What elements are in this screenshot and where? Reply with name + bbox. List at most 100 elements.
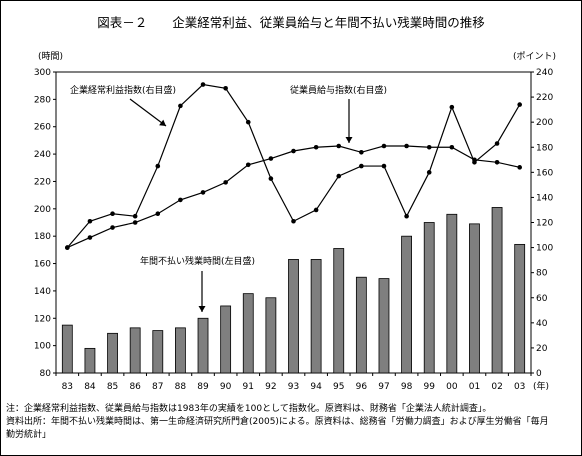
overtime-bar [84, 347, 96, 374]
chart-title: 図表－２ 企業経常利益、従業員給与と年間不払い残業時間の推移 [97, 15, 485, 30]
overtime-bar [423, 222, 435, 374]
x-tick-label: 93 [288, 382, 299, 392]
wage-index-point [517, 165, 522, 170]
left-tick-label: 120 [34, 314, 51, 324]
wage-index-point [336, 143, 342, 149]
overtime-arrow-head [198, 306, 206, 312]
wage-index-point [200, 190, 206, 195]
profit-index-point [336, 173, 342, 179]
wage-index-point [155, 211, 161, 217]
wage-index-point [426, 144, 432, 150]
overtime-bar [129, 327, 141, 374]
right-tick-label: 140 [536, 193, 553, 203]
wage-index-point [65, 245, 70, 250]
wage-index-arrow-head [345, 137, 353, 143]
left-tick-label: 140 [34, 287, 51, 297]
profit-index-point [449, 104, 455, 110]
overtime-bar [61, 324, 73, 374]
left-tick-label: 80 [40, 369, 52, 379]
left-tick-label: 300 [34, 68, 51, 78]
right-tick-label: 0 [536, 369, 542, 379]
left-tick-label: 180 [34, 232, 51, 242]
wage-index-point [291, 148, 296, 154]
overtime-bar [469, 223, 480, 374]
profit-index-point [155, 163, 161, 169]
profit-index-point [223, 86, 228, 91]
x-tick-label: 96 [356, 382, 368, 392]
right-tick-label: 20 [536, 344, 548, 354]
profit-index-point [268, 176, 274, 181]
profit-index-arrow-head [159, 119, 166, 126]
wage-index-point [268, 156, 274, 161]
left-tick-label: 200 [34, 205, 51, 215]
right-tick-label: 120 [536, 219, 553, 229]
x-tick-label: 92 [265, 382, 276, 392]
profit-index-point [291, 218, 296, 224]
right-axis-unit: (ポイント) [513, 52, 557, 62]
overtime-bar [378, 278, 390, 374]
x-axis-unit: (年) [533, 380, 549, 392]
profit-index-point [313, 207, 319, 213]
left-tick-label: 160 [34, 260, 51, 270]
wage-index-point [381, 143, 387, 149]
profit-index-point [359, 163, 364, 169]
x-tick-label: 83 [62, 382, 73, 392]
overtime-bar [514, 243, 526, 374]
right-tick-label: 200 [536, 118, 553, 128]
profit-index-point [245, 119, 251, 125]
right-tick-label: 220 [536, 93, 553, 103]
wage-index-point [245, 162, 251, 168]
x-tick-label: 01 [469, 382, 480, 392]
left-tick-label: 260 [34, 123, 51, 133]
x-tick-label: 99 [423, 382, 435, 392]
x-tick-label: 97 [378, 382, 389, 392]
wage-index-point [449, 144, 455, 150]
left-tick-label: 280 [34, 95, 51, 105]
note-line-3: 勤労統計」 [6, 430, 52, 440]
profit-index-annotation: 企業経常利益指数(右目盛) [70, 84, 176, 96]
x-tick-label: 00 [446, 382, 458, 392]
x-tick-label: 88 [175, 382, 187, 392]
wage-index-point [178, 197, 183, 203]
right-tick-label: 100 [536, 244, 553, 254]
overtime-bar [242, 293, 254, 374]
left-tick-label: 240 [34, 150, 51, 160]
overtime-bar [220, 305, 232, 374]
x-tick-label: 03 [514, 382, 525, 392]
overtime-bar [197, 317, 209, 374]
x-tick-label: 84 [84, 382, 96, 392]
profit-index-point [87, 218, 93, 224]
wage-index-point [87, 235, 93, 240]
right-tick-label: 40 [536, 319, 548, 329]
profit-index-point [517, 102, 522, 107]
wage-index-point [110, 225, 115, 230]
overtime-bar [355, 276, 367, 374]
profit-index-point [494, 141, 500, 146]
x-tick-label: 91 [243, 382, 254, 392]
profit-index-point [132, 213, 138, 219]
overtime-bar [401, 235, 412, 374]
overtime-annotation: 年間不払い残業時間(左目盛) [140, 255, 255, 267]
x-tick-label: 95 [333, 382, 344, 392]
wage-index-point [223, 180, 228, 185]
overtime-bar [491, 207, 503, 374]
overtime-bar [446, 213, 458, 374]
x-tick-label: 87 [152, 382, 163, 392]
overtime-bar [288, 259, 299, 374]
profit-index-point [404, 213, 409, 219]
profit-index-point [110, 211, 115, 217]
profit-index-arrow [129, 98, 167, 127]
right-tick-label: 180 [536, 143, 553, 153]
x-tick-label: 85 [107, 382, 118, 392]
wage-index-point [132, 220, 138, 225]
x-tick-label: 86 [129, 382, 141, 392]
right-tick-label: 240 [536, 68, 553, 78]
overtime-bar [152, 330, 164, 374]
overtime-bar [107, 332, 118, 374]
profit-index-point [381, 163, 387, 169]
left-axis-unit: (時間) [38, 52, 64, 62]
x-tick-label: 98 [401, 382, 413, 392]
overtime-bar [310, 259, 322, 374]
profit-index-point [200, 82, 206, 87]
